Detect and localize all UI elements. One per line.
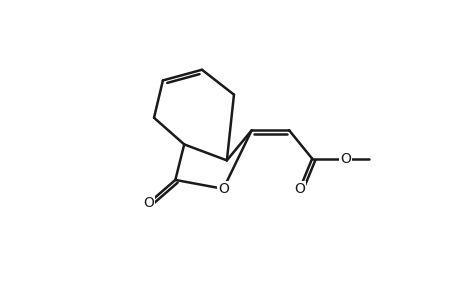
Text: O: O xyxy=(340,152,351,166)
Text: O: O xyxy=(218,182,228,196)
Text: O: O xyxy=(294,182,304,196)
Text: O: O xyxy=(143,196,154,210)
